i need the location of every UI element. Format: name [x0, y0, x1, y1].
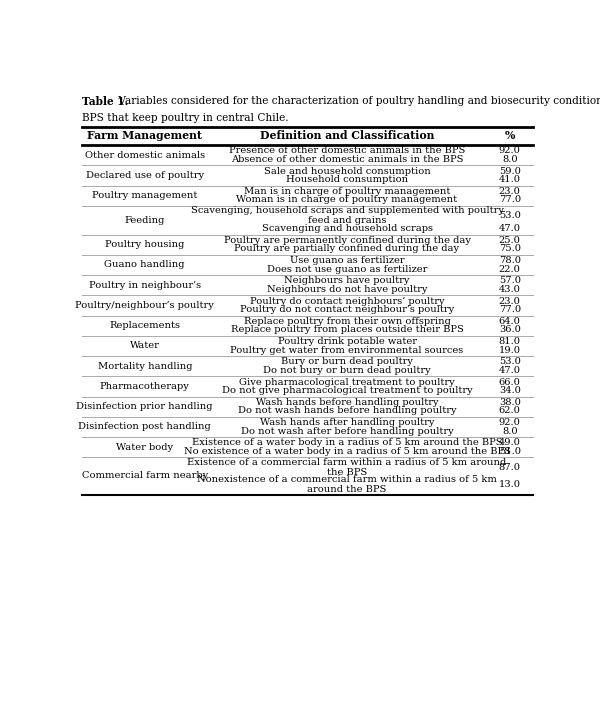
Text: Scavenging and household scraps: Scavenging and household scraps — [262, 224, 433, 233]
Text: Replace poultry from places outside their BPS: Replace poultry from places outside thei… — [230, 326, 463, 334]
Text: Poultry are partially confined during the day: Poultry are partially confined during th… — [235, 245, 460, 253]
Text: No existence of a water body in a radius of 5 km around the BPS: No existence of a water body in a radius… — [184, 447, 511, 456]
Text: 23.0: 23.0 — [499, 296, 521, 306]
Text: 92.0: 92.0 — [499, 418, 521, 427]
Text: Poultry management: Poultry management — [92, 191, 197, 200]
Text: 25.0: 25.0 — [499, 236, 521, 245]
Text: Wash hands after handling poultry: Wash hands after handling poultry — [260, 418, 434, 427]
Text: 41.0: 41.0 — [499, 175, 521, 184]
Text: Table 1.: Table 1. — [82, 96, 128, 107]
Text: Water body: Water body — [116, 443, 173, 451]
Text: 59.0: 59.0 — [499, 166, 521, 176]
Text: 34.0: 34.0 — [499, 386, 521, 395]
Text: 75.0: 75.0 — [499, 245, 521, 253]
Text: 49.0: 49.0 — [499, 439, 521, 447]
Text: 77.0: 77.0 — [499, 305, 521, 314]
Text: Poultry do not contact neighbour’s poultry: Poultry do not contact neighbour’s poult… — [240, 305, 454, 314]
Text: Household consumption: Household consumption — [286, 175, 408, 184]
Text: Do not bury or burn dead poultry: Do not bury or burn dead poultry — [263, 366, 431, 375]
Text: 57.0: 57.0 — [499, 277, 521, 285]
Text: Poultry/neighbour’s poultry: Poultry/neighbour’s poultry — [76, 301, 214, 310]
Text: Do not give pharmacological treatment to poultry: Do not give pharmacological treatment to… — [221, 386, 472, 395]
Text: 92.0: 92.0 — [499, 146, 521, 156]
Text: Other domestic animals: Other domestic animals — [85, 151, 205, 160]
Text: Poultry in neighbour’s: Poultry in neighbour’s — [89, 281, 201, 289]
Text: 8.0: 8.0 — [502, 427, 518, 436]
Text: 13.0: 13.0 — [499, 480, 521, 489]
Text: Give pharmacological treatment to poultry: Give pharmacological treatment to poultr… — [239, 378, 455, 387]
Text: Farm Management: Farm Management — [87, 130, 202, 141]
Text: Poultry are permanently confined during the day: Poultry are permanently confined during … — [224, 236, 470, 245]
Text: Feeding: Feeding — [125, 215, 165, 225]
Text: Poultry drink potable water: Poultry drink potable water — [278, 337, 416, 346]
Text: Declared use of poultry: Declared use of poultry — [86, 171, 204, 180]
Text: Water: Water — [130, 341, 160, 351]
Text: Definition and Classification: Definition and Classification — [260, 130, 434, 141]
Text: 81.0: 81.0 — [499, 337, 521, 346]
Text: 87.0: 87.0 — [499, 463, 521, 472]
Text: Man is in charge of poultry management: Man is in charge of poultry management — [244, 187, 450, 196]
Text: BPS that keep poultry in central Chile.: BPS that keep poultry in central Chile. — [82, 113, 289, 123]
Text: Guano handling: Guano handling — [104, 260, 185, 269]
Text: Disinfection prior handling: Disinfection prior handling — [77, 402, 213, 411]
Text: Replacements: Replacements — [109, 321, 180, 330]
Text: 23.0: 23.0 — [499, 187, 521, 196]
Text: Variables considered for the characterization of poultry handling and biosecurit: Variables considered for the characteriz… — [115, 96, 600, 106]
Text: Neighbours have poultry: Neighbours have poultry — [284, 277, 410, 285]
Text: 51.0: 51.0 — [499, 447, 521, 456]
Text: Mortality handling: Mortality handling — [97, 362, 192, 370]
Text: Pharmacotherapy: Pharmacotherapy — [100, 382, 190, 391]
Text: Commercial farm nearby: Commercial farm nearby — [82, 471, 208, 481]
Text: 36.0: 36.0 — [499, 326, 521, 334]
Text: Neighbours do not have poultry: Neighbours do not have poultry — [267, 285, 427, 294]
Text: 8.0: 8.0 — [502, 155, 518, 164]
Text: Poultry do contact neighbours’ poultry: Poultry do contact neighbours’ poultry — [250, 296, 445, 306]
Text: Use guano as fertilizer: Use guano as fertilizer — [290, 256, 404, 265]
Text: Does not use guano as fertilizer: Does not use guano as fertilizer — [267, 264, 427, 274]
Text: 19.0: 19.0 — [499, 346, 521, 355]
Text: 47.0: 47.0 — [499, 224, 521, 233]
Text: Replace poultry from their own offspring: Replace poultry from their own offspring — [244, 317, 451, 326]
Text: %: % — [505, 130, 515, 141]
Text: Wash hands before handling poultry: Wash hands before handling poultry — [256, 398, 439, 407]
Text: Do not wash after before handling poultry: Do not wash after before handling poultr… — [241, 427, 454, 436]
Text: Poultry get water from environmental sources: Poultry get water from environmental sou… — [230, 346, 464, 355]
Text: Sale and household consumption: Sale and household consumption — [263, 166, 430, 176]
Text: 66.0: 66.0 — [499, 378, 521, 387]
Text: Poultry housing: Poultry housing — [105, 240, 184, 249]
Text: 53.0: 53.0 — [499, 211, 521, 220]
Text: Absence of other domestic animals in the BPS: Absence of other domestic animals in the… — [231, 155, 463, 164]
Text: Presence of other domestic animals in the BPS: Presence of other domestic animals in th… — [229, 146, 465, 156]
Text: Scavenging, household scraps and supplemented with poultry
feed and grains: Scavenging, household scraps and supplem… — [191, 206, 503, 225]
Text: 62.0: 62.0 — [499, 407, 521, 415]
Text: Disinfection post handling: Disinfection post handling — [79, 422, 211, 432]
Text: 77.0: 77.0 — [499, 196, 521, 204]
Text: 38.0: 38.0 — [499, 398, 521, 407]
Text: 64.0: 64.0 — [499, 317, 521, 326]
Text: 43.0: 43.0 — [499, 285, 521, 294]
Text: Woman is in charge of poultry management: Woman is in charge of poultry management — [236, 196, 458, 204]
Text: Existence of a water body in a radius of 5 km around the BPS: Existence of a water body in a radius of… — [192, 439, 502, 447]
Text: 47.0: 47.0 — [499, 366, 521, 375]
Text: 22.0: 22.0 — [499, 264, 521, 274]
Text: Do not wash hands before handling poultry: Do not wash hands before handling poultr… — [238, 407, 457, 415]
Text: Bury or burn dead poultry: Bury or burn dead poultry — [281, 358, 413, 366]
Text: 53.0: 53.0 — [499, 358, 521, 366]
Text: 78.0: 78.0 — [499, 256, 521, 265]
Text: Existence of a commercial farm within a radius of 5 km around
the BPS: Existence of a commercial farm within a … — [187, 458, 506, 477]
Text: Nonexistence of a commercial farm within a radius of 5 km
around the BPS: Nonexistence of a commercial farm within… — [197, 475, 497, 494]
